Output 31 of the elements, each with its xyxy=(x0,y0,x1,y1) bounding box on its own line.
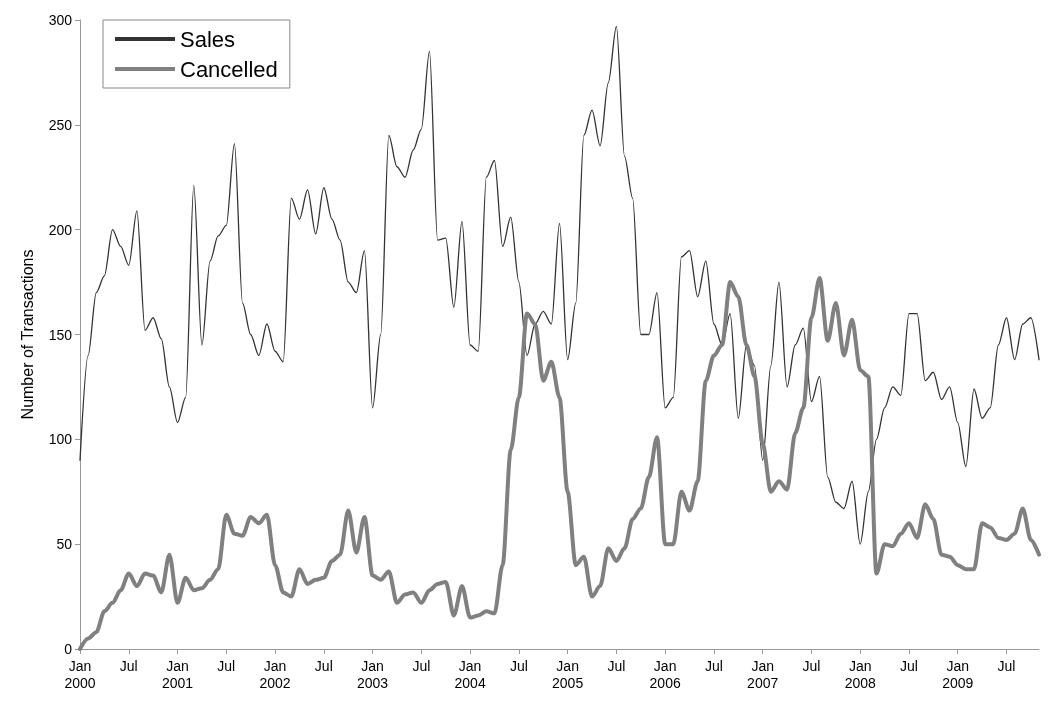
y-axis-title: Number of Transactions xyxy=(18,249,36,420)
y-tick-label: 100 xyxy=(48,431,73,448)
x-tick-label: Jan 2003 xyxy=(357,657,389,691)
y-tick-label: 200 xyxy=(48,221,73,238)
x-tick-label: Jul xyxy=(314,657,333,674)
x-tick-label: Jul xyxy=(607,657,626,674)
legend-label: Cancelled xyxy=(180,56,278,82)
line-series xyxy=(79,25,1040,545)
x-tick-label: Jan 2002 xyxy=(259,657,291,691)
x-tick-label: Jan 2001 xyxy=(161,657,194,691)
y-tick-label: 300 xyxy=(48,12,73,28)
y-tick-label: 0 xyxy=(64,641,73,657)
x-tick-label: Jan 2004 xyxy=(454,657,486,691)
y-tick-label: 50 xyxy=(56,536,73,553)
x-tick-label: Jul xyxy=(509,657,528,674)
x-tick-label: Jul xyxy=(802,657,821,674)
x-tick-label: Jan 2008 xyxy=(844,657,876,691)
x-tick-label: Jan 2000 xyxy=(64,657,96,691)
x-tick-label: Jul xyxy=(217,657,236,674)
x-tick-label: Jul xyxy=(704,657,723,674)
x-tick-label: Jan 2006 xyxy=(649,657,681,691)
x-tick-label: Jul xyxy=(119,657,138,674)
x-tick-label: Jul xyxy=(900,657,918,674)
x-tick-label: Jan 2007 xyxy=(747,657,779,691)
x-tick-label: Jan 2005 xyxy=(552,657,584,691)
y-tick-label: 250 xyxy=(48,116,73,133)
y-tick-label: 150 xyxy=(48,326,73,343)
x-tick-label: Jul xyxy=(997,657,1016,674)
legend-label: Sales xyxy=(180,26,236,52)
x-tick-label: Jul xyxy=(412,657,431,674)
x-tick-label: Jan 2009 xyxy=(942,657,974,691)
